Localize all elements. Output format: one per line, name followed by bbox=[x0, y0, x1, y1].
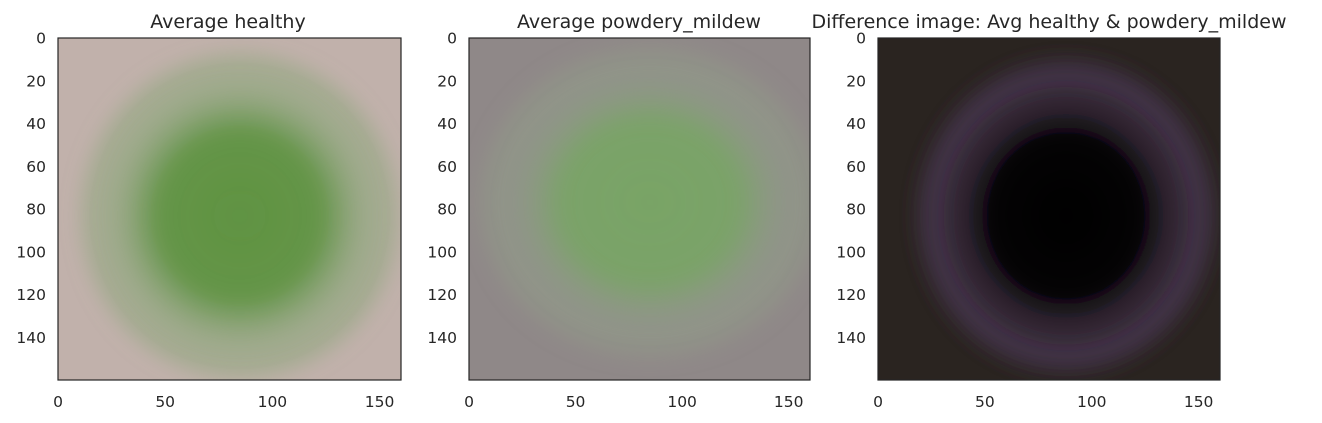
y-tick-label: 20 bbox=[846, 72, 866, 90]
y-tick-label: 140 bbox=[16, 329, 46, 347]
y-tick-label: 80 bbox=[437, 201, 457, 219]
x-tick-label: 100 bbox=[1077, 393, 1107, 411]
panel-title: Difference image: Avg healthy & powdery_… bbox=[811, 11, 1286, 33]
y-tick-label: 40 bbox=[26, 115, 46, 133]
y-tick-label: 120 bbox=[16, 286, 46, 304]
y-tick-label: 100 bbox=[16, 243, 46, 261]
y-tick-label: 60 bbox=[846, 158, 866, 176]
x-tick-label: 150 bbox=[1184, 393, 1214, 411]
x-tick-label: 0 bbox=[53, 393, 63, 411]
y-tick-label: 20 bbox=[26, 72, 46, 90]
y-tick-label: 140 bbox=[836, 329, 866, 347]
average-image bbox=[58, 38, 401, 380]
y-tick-label: 120 bbox=[427, 286, 457, 304]
y-tick-label: 40 bbox=[437, 115, 457, 133]
x-tick-label: 0 bbox=[873, 393, 883, 411]
y-tick-label: 80 bbox=[846, 201, 866, 219]
axes-frame bbox=[57, 37, 402, 381]
y-tick-label: 60 bbox=[437, 158, 457, 176]
x-tick-label: 0 bbox=[464, 393, 474, 411]
y-tick-label: 0 bbox=[36, 30, 46, 48]
x-tick-label: 150 bbox=[365, 393, 395, 411]
axes-frame bbox=[877, 37, 1221, 381]
axes-frame bbox=[468, 37, 811, 381]
x-tick-label: 150 bbox=[774, 393, 804, 411]
y-tick-label: 20 bbox=[437, 72, 457, 90]
average-image bbox=[469, 38, 810, 380]
y-tick-label: 120 bbox=[836, 286, 866, 304]
y-tick-label: 60 bbox=[26, 158, 46, 176]
x-tick-label: 50 bbox=[975, 393, 995, 411]
x-tick-label: 100 bbox=[667, 393, 697, 411]
y-tick-label: 100 bbox=[427, 243, 457, 261]
y-tick-label: 0 bbox=[856, 30, 866, 48]
average-image bbox=[878, 38, 1220, 380]
panel-2: Average powdery_mildew 0 50 100 150 0 20 40 60 80… bbox=[427, 11, 811, 411]
leaf-blob bbox=[939, 82, 1193, 350]
y-tick-label: 140 bbox=[427, 329, 457, 347]
panel-1: Average healthy 0 50 100 150 0 20 40 60 80 100 120 1… bbox=[16, 11, 402, 411]
leaf-blob bbox=[506, 72, 793, 333]
leaf-edge bbox=[928, 70, 1204, 361]
x-tick-label: 50 bbox=[155, 393, 175, 411]
y-tick-label: 40 bbox=[846, 115, 866, 133]
panel-3: Difference image: Avg healthy & powdery_… bbox=[811, 11, 1286, 411]
x-tick-label: 50 bbox=[566, 393, 586, 411]
leaf-blob bbox=[106, 79, 374, 353]
panel-title: Average powdery_mildew bbox=[517, 11, 761, 33]
panel-title: Average healthy bbox=[150, 11, 305, 33]
y-tick-label: 100 bbox=[836, 243, 866, 261]
y-tick-label: 80 bbox=[26, 201, 46, 219]
x-tick-label: 100 bbox=[258, 393, 288, 411]
y-tick-label: 0 bbox=[447, 30, 457, 48]
